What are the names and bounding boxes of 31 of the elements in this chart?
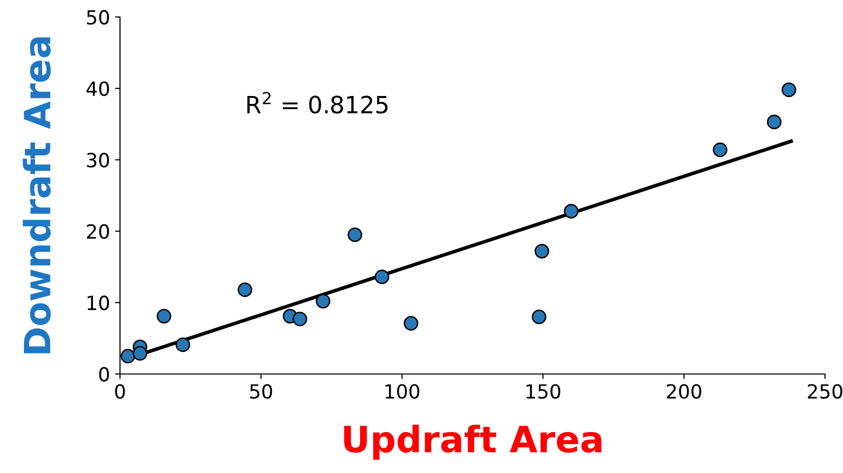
annotation: R$^{2}$ = 0.8125 — [247, 92, 388, 114]
y-tick-label: 50 — [87, 10, 109, 25]
point — [564, 204, 578, 218]
point — [156, 308, 172, 324]
point — [712, 142, 728, 158]
point — [534, 244, 550, 258]
x-tick-label: 0 — [115, 384, 125, 399]
point — [316, 294, 330, 308]
y-axis-title: Downdraft Area — [22, 37, 51, 354]
x-tick-label: 150 — [526, 384, 560, 399]
point — [532, 310, 546, 324]
point — [176, 337, 190, 352]
y-tick-label: 40 — [86, 81, 109, 96]
point — [766, 114, 782, 130]
point — [292, 312, 308, 326]
point — [782, 82, 796, 98]
x-axis-title: Updraft Area — [344, 424, 602, 460]
point — [238, 282, 252, 298]
y-tick-label: 0 — [99, 366, 109, 382]
point — [120, 348, 136, 364]
x-tick-label: 250 — [808, 384, 842, 399]
point — [348, 227, 362, 242]
y-tick-label: 10 — [88, 296, 109, 310]
point — [132, 346, 148, 361]
y-tick-label: 30 — [87, 152, 109, 168]
point — [374, 270, 390, 284]
x-tick-label: 100 — [386, 384, 420, 399]
x-tick-label: 50 — [250, 384, 272, 399]
y-tick-label: 20 — [86, 224, 109, 239]
point — [404, 316, 418, 331]
x-tick-label: 200 — [666, 384, 702, 399]
